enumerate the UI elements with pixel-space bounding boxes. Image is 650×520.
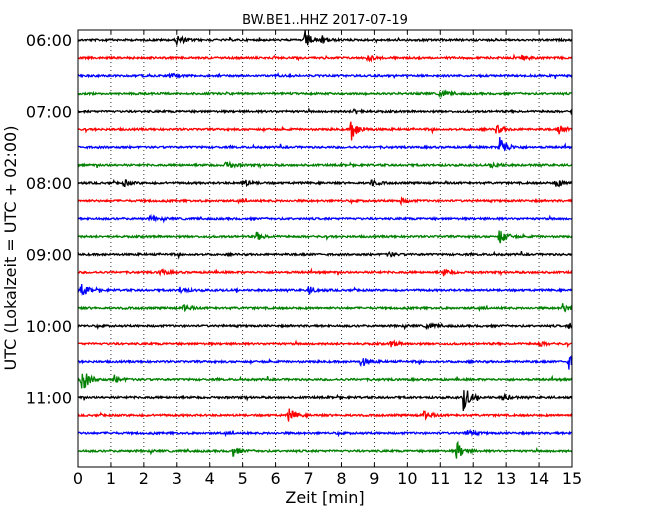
trace-1030 [77, 355, 573, 370]
trace-0715 [77, 121, 573, 141]
y-tick-label: 07:00 [26, 102, 72, 121]
grid-lines [110, 30, 540, 467]
x-tick-label: 12 [463, 469, 483, 488]
traces [77, 30, 573, 459]
plot-frame [77, 29, 573, 468]
y-tick-label: 10:00 [26, 317, 72, 336]
x-tick-label: 8 [336, 469, 346, 488]
x-tick-label: 2 [139, 469, 149, 488]
x-tick-label: 15 [562, 469, 582, 488]
x-tick-label: 0 [73, 469, 83, 488]
trace-1100 [77, 390, 573, 412]
y-tick-label: 08:00 [26, 174, 72, 193]
trace-0730 [77, 136, 573, 152]
trace-0630 [77, 71, 573, 80]
x-axis-label: Zeit [min] [285, 488, 364, 507]
trace-0930 [77, 283, 573, 296]
trace-0600 [77, 30, 573, 47]
trace-1145 [77, 440, 573, 459]
chart-title: BW.BE1..HHZ 2017-07-19 [242, 13, 408, 28]
trace-0745 [77, 160, 573, 170]
trace-0900 [77, 250, 573, 260]
x-tick-label: 7 [303, 469, 313, 488]
trace-1130 [77, 428, 573, 438]
trace-0830 [77, 213, 573, 224]
trace-0845 [77, 230, 573, 244]
trace-0815 [77, 196, 573, 207]
x-tick-label: 10 [397, 469, 417, 488]
x-tick-label: 5 [238, 469, 248, 488]
y-tick-label: 06:00 [26, 31, 72, 50]
y-ticks: 06:00 07:00 08:00 09:00 10:00 11:00 [26, 31, 572, 407]
trace-1115 [77, 408, 573, 422]
trace-1015 [77, 339, 573, 349]
trace-0800 [77, 178, 573, 188]
x-tick-label: 9 [369, 469, 379, 488]
x-tick-label: 6 [271, 469, 281, 488]
trace-0615 [77, 53, 573, 63]
x-tick-label: 11 [430, 469, 450, 488]
trace-0945 [77, 303, 573, 313]
trace-0645 [77, 89, 573, 99]
trace-1045 [77, 373, 573, 389]
y-axis-label: UTC (Lokalzeit = UTC + 02:00) [1, 126, 20, 371]
x-tick-label: 14 [529, 469, 549, 488]
trace-0915 [77, 267, 573, 277]
y-tick-label: 11:00 [26, 388, 72, 407]
x-tick-label: 3 [172, 469, 182, 488]
x-tick-label: 13 [496, 469, 516, 488]
y-tick-label: 09:00 [26, 245, 72, 264]
trace-0700 [77, 107, 573, 115]
x-ticks: 0 1 2 3 4 5 6 7 8 9 10 11 12 13 14 15 [73, 30, 582, 488]
trace-1000 [77, 322, 573, 331]
x-tick-label: 4 [205, 469, 215, 488]
x-tick-label: 1 [106, 469, 116, 488]
